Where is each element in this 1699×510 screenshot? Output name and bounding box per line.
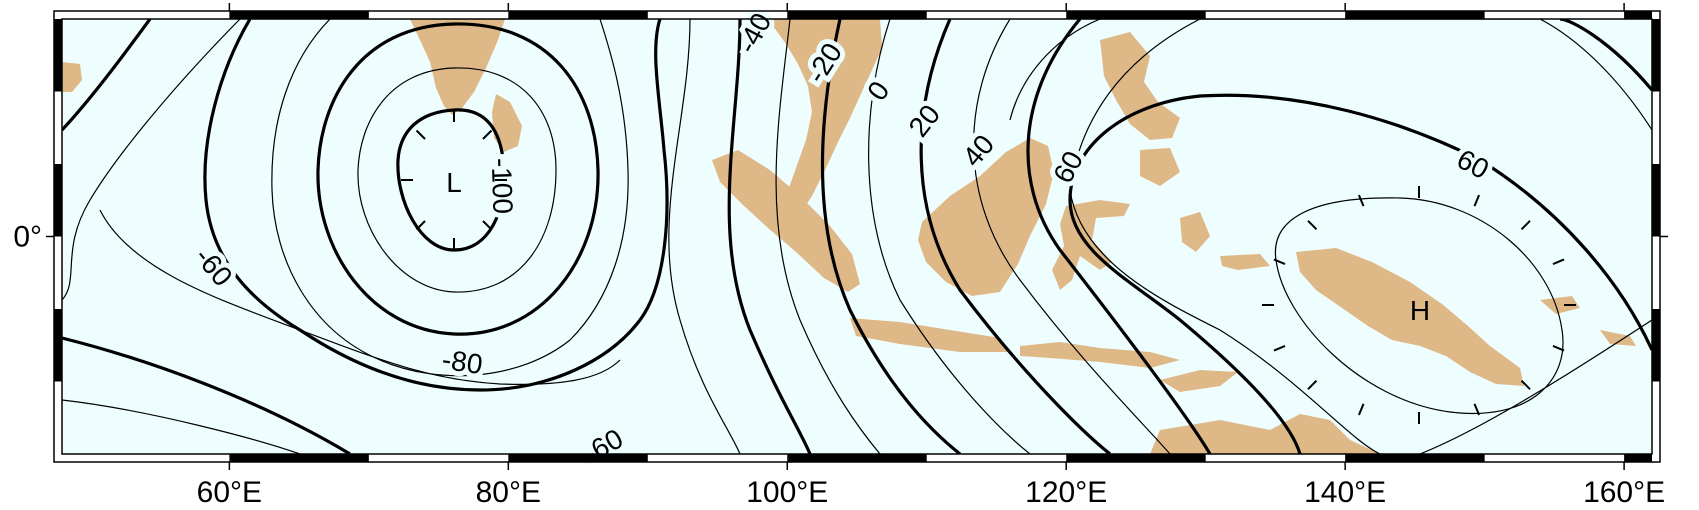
contour-line: [1274, 197, 1564, 414]
contour-line: [62, 19, 152, 132]
land-bismarck: [1540, 296, 1580, 314]
contour-tick: [1357, 403, 1365, 416]
contour-line: [316, 22, 600, 336]
x-tick-label: 120°E: [1025, 476, 1107, 509]
contour-tick: [1357, 194, 1365, 207]
frame-bar-left: [54, 19, 62, 92]
x-tick-label: 140°E: [1304, 476, 1386, 509]
contour-line: [62, 19, 241, 301]
land-java: [850, 318, 1010, 352]
contour-label: -100: [486, 157, 519, 214]
contour-line: [1069, 19, 1381, 454]
contour-line: [62, 336, 351, 454]
contour-line: [775, 19, 881, 454]
frame-bar-right: [1652, 19, 1660, 92]
frame-bar-bottom: [1066, 454, 1206, 462]
contour-tick: [1307, 220, 1318, 231]
frame-bar-left: [54, 164, 62, 237]
contour-line: [727, 19, 812, 454]
contour-tick: [1273, 258, 1286, 265]
contour-tick: [482, 220, 493, 231]
frame-bar-top: [1624, 11, 1652, 19]
contour-tick: [1473, 403, 1481, 416]
frame-bar-top: [1066, 11, 1206, 19]
low-marker: L: [446, 167, 462, 198]
contour-tick: [1552, 258, 1565, 265]
land-sumatra: [712, 150, 860, 292]
contour-line: [203, 19, 669, 392]
frame-bar-left: [54, 309, 62, 382]
contour-line: [271, 19, 629, 377]
contour-line: [1559, 19, 1652, 92]
land-moluccas: [1180, 212, 1210, 252]
contour-tick: [482, 129, 493, 140]
contour-tick: [1520, 220, 1531, 231]
frame-bar-top: [229, 11, 369, 19]
land-arabia: [62, 62, 82, 92]
contour-tick: [1473, 194, 1481, 207]
frame-bar-bottom: [1624, 454, 1652, 462]
contour-line: [1009, 19, 1652, 131]
land-philippines: [1100, 32, 1180, 140]
land-lesser-sunda: [1020, 342, 1180, 368]
axis-labels: 60°E 80°E 100°E 120°E 140°E 160°E 0°: [13, 3, 1668, 509]
land-sulawesi: [1052, 200, 1130, 290]
frame-bar-top: [787, 11, 927, 19]
frame-bar-right: [1652, 164, 1660, 237]
land-seram: [1220, 254, 1270, 270]
map-frame: [53, 10, 1661, 463]
contour-tick: [1273, 345, 1286, 352]
land-australia: [1150, 414, 1380, 454]
contour-line: [919, 19, 1111, 454]
contour-line: [1068, 93, 1652, 454]
contour-line: [1419, 319, 1652, 454]
frame-bar-bottom: [787, 454, 927, 462]
land-new-guinea: [1296, 248, 1524, 386]
land-mindanao: [1140, 148, 1180, 186]
frame-bar-top: [1345, 11, 1485, 19]
contour-tick: [1520, 379, 1531, 390]
frame-bar-bottom: [1345, 454, 1485, 462]
x-tick-label: 60°E: [197, 476, 262, 509]
contour-lines: [62, 19, 1652, 454]
x-tick-label: 160°E: [1583, 476, 1665, 509]
contour-line: [973, 19, 1171, 454]
land-india: [410, 19, 505, 115]
contour-tick: [1552, 345, 1565, 352]
contour-line: [868, 19, 1031, 454]
land-timor: [1160, 370, 1238, 392]
frame-bar-top: [508, 11, 648, 19]
land-solomon: [1600, 330, 1636, 346]
contour-line: [820, 19, 961, 454]
x-tick-label: 80°E: [476, 476, 541, 509]
contour-line: [357, 67, 557, 293]
contour-label: -80: [440, 344, 484, 380]
contour-line: [668, 19, 741, 454]
frame-bar-bottom: [229, 454, 369, 462]
contour-tick: [1307, 379, 1318, 390]
y-tick-label: 0°: [13, 221, 42, 254]
contour-line: [1026, 19, 1212, 454]
frame-bar-right: [1652, 309, 1660, 382]
high-marker: H: [1410, 295, 1430, 326]
x-tick-label: 100°E: [746, 476, 828, 509]
frame-bar-bottom: [508, 454, 648, 462]
contour-tick: [415, 129, 426, 140]
contour-line: [62, 399, 301, 454]
contour-tick: [415, 220, 426, 231]
